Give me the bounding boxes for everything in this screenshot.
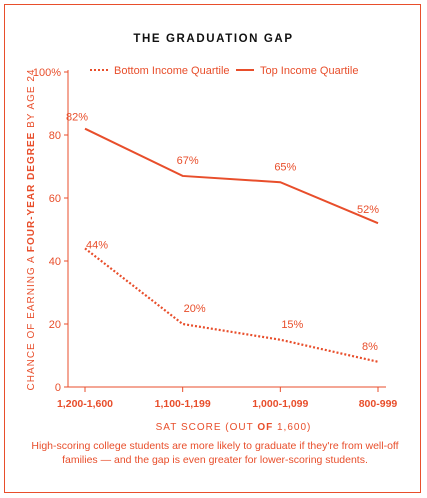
- y-axis-label-part: CHANCE OF EARNING A: [26, 252, 37, 390]
- x-tick-label: 1,100-1,199: [155, 398, 211, 410]
- y-tick-label: 60: [49, 193, 61, 205]
- x-tick-label: 800-999: [359, 398, 398, 410]
- y-axis-label: CHANCE OF EARNING A FOUR-YEAR DEGREE BY …: [26, 69, 37, 391]
- data-label: 82%: [66, 112, 88, 124]
- data-label: 20%: [184, 303, 206, 315]
- x-axis-label-part: 1,600): [273, 422, 311, 433]
- legend-label: Bottom Income Quartile: [114, 65, 230, 77]
- chart-frame: [4, 4, 421, 493]
- x-axis-label: SAT SCORE (OUT OF 1,600): [156, 422, 312, 433]
- data-label: 8%: [362, 341, 378, 353]
- y-axis-label-part: BY AGE 24: [26, 69, 37, 132]
- data-label: 52%: [357, 204, 379, 216]
- data-label: 15%: [281, 319, 303, 331]
- chart-title: THE GRADUATION GAP: [133, 33, 294, 45]
- y-tick-label: 20: [49, 319, 61, 331]
- data-label: 44%: [86, 239, 108, 251]
- chart-caption: High-scoring college students are more l…: [31, 440, 399, 466]
- x-axis-label-part: SAT SCORE (OUT: [156, 422, 258, 433]
- data-label: 65%: [274, 161, 296, 173]
- y-axis-label-part: FOUR-YEAR DEGREE: [26, 132, 37, 252]
- x-tick-label: 1,200-1,600: [57, 398, 113, 410]
- y-tick-label: 100%: [33, 67, 61, 79]
- data-label: 67%: [177, 155, 199, 167]
- legend-label: Top Income Quartile: [260, 65, 358, 77]
- y-tick-label: 0: [55, 382, 61, 394]
- y-tick-label: 40: [49, 256, 61, 268]
- y-tick-label: 80: [49, 130, 61, 142]
- bottom-quartile-line: [84, 247, 379, 363]
- x-axis-label-part: OF: [257, 422, 273, 433]
- x-tick-label: 1,000-1,099: [252, 398, 308, 410]
- top-quartile-line: [84, 127, 379, 225]
